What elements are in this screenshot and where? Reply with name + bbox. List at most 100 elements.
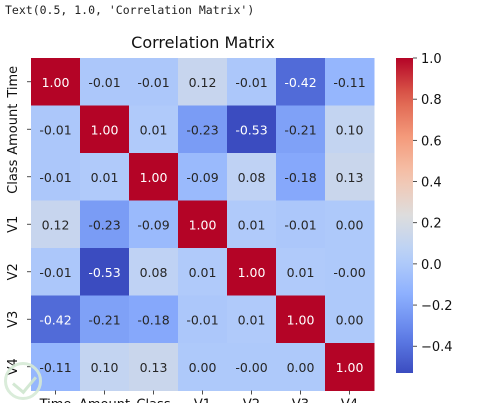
heatmap-cell	[31, 200, 81, 249]
cell-value-label: 1.00	[91, 122, 119, 137]
heatmap-cell	[325, 105, 375, 154]
column-tick-label: V4	[341, 398, 358, 403]
cell-value-label: -0.53	[88, 265, 120, 280]
colorbar-tick-label: 0.8	[421, 93, 442, 108]
column-tick-label: Class	[136, 398, 170, 403]
heatmap-cell	[80, 248, 130, 296]
heatmap-cell	[325, 343, 375, 391]
cell-value-label: 0.12	[42, 217, 70, 232]
cell-value-label: -0.01	[39, 122, 71, 137]
row-tick-label: V2	[6, 263, 21, 280]
cell-value-label: 0.00	[287, 360, 315, 375]
heatmap-cell	[31, 105, 81, 154]
heatmap-cell	[227, 58, 277, 106]
heatmap-cell	[129, 58, 179, 106]
cell-value-label: -0.01	[284, 217, 316, 232]
cell-value-label: 0.08	[238, 170, 266, 185]
column-tick-label: V2	[243, 398, 260, 403]
row-tick-label: Class	[6, 159, 21, 193]
colorbar-tick-label: 0.2	[421, 217, 442, 232]
cell-value-label: -0.42	[284, 75, 316, 90]
cell-value-label: -0.00	[333, 265, 365, 280]
heatmap-cell	[227, 295, 277, 344]
heatmap-cell	[227, 248, 277, 296]
cell-value-label: -0.01	[39, 265, 71, 280]
colorbar	[396, 58, 413, 373]
heatmap-cell	[129, 295, 179, 344]
heatmap-cell	[129, 248, 179, 296]
heatmap-cell	[178, 58, 228, 106]
column-tick-label: V1	[194, 398, 211, 403]
cell-value-label: -0.09	[186, 170, 218, 185]
cell-value-label: -0.01	[39, 170, 71, 185]
heatmap-cell	[80, 58, 130, 106]
cell-value-label: -0.01	[88, 75, 120, 90]
heatmap-cell	[227, 343, 277, 391]
heatmap-cell	[31, 153, 81, 201]
cell-value-label: 0.01	[140, 122, 168, 137]
row-tick-label: V1	[6, 216, 21, 233]
cell-value-label: -0.01	[186, 312, 218, 327]
heatmap-cell	[31, 58, 81, 106]
row-tick-label: Amount	[6, 104, 21, 155]
cell-value-label: 0.01	[238, 217, 266, 232]
heatmap-cell	[276, 105, 326, 154]
cell-value-label: 0.01	[189, 265, 217, 280]
heatmap-cell	[178, 153, 228, 201]
heatmap-cell	[31, 295, 81, 344]
cell-value-label: 0.10	[91, 360, 119, 375]
heatmap-cell	[325, 58, 375, 106]
cell-value-label: 0.13	[336, 170, 364, 185]
heatmap-cell	[31, 248, 81, 296]
row-tick-label: Time	[6, 66, 21, 99]
cell-value-label: 0.01	[238, 312, 266, 327]
heatmap-cell	[129, 343, 179, 391]
heatmap-cell	[178, 200, 228, 249]
colorbar-tick-label: −0.4	[421, 340, 453, 355]
watermark-logo	[4, 362, 42, 400]
cell-value-label: 0.00	[189, 360, 217, 375]
cell-value-label: 0.10	[336, 122, 364, 137]
column-tick-label: Time	[39, 398, 72, 403]
heatmap-cell	[80, 343, 130, 391]
cell-value-label: -0.01	[235, 75, 267, 90]
column-tick-label: V3	[292, 398, 309, 403]
cell-value-label: 0.01	[91, 170, 119, 185]
cell-value-label: -0.11	[39, 360, 71, 375]
heatmap-cell	[325, 248, 375, 296]
colorbar-tick-label: −0.2	[421, 299, 453, 314]
cell-value-label: 0.13	[140, 360, 168, 375]
cell-value-label: 1.00	[238, 265, 266, 280]
colorbar-tick-label: 1.0	[421, 52, 442, 67]
cell-value-label: -0.23	[186, 122, 218, 137]
heatmap-cell	[178, 105, 228, 154]
cell-value-label: -0.21	[284, 122, 316, 137]
heatmap-cell	[227, 200, 277, 249]
heatmap-cell	[276, 248, 326, 296]
chart-title: Correlation Matrix	[131, 33, 275, 52]
heatmap-cell	[276, 58, 326, 106]
heatmap-cell	[80, 200, 130, 249]
heatmap-cell	[178, 295, 228, 344]
colorbar-tick-label: 0.6	[421, 134, 442, 149]
cell-value-label: 0.00	[336, 217, 364, 232]
heatmap-cell	[276, 343, 326, 391]
cell-value-label: -0.42	[39, 312, 71, 327]
heatmap-cell	[227, 153, 277, 201]
cell-value-label: -0.18	[284, 170, 316, 185]
cell-value-label: 0.12	[189, 75, 217, 90]
heatmap-cell	[276, 200, 326, 249]
heatmap-cell	[80, 295, 130, 344]
heatmap-cell	[276, 295, 326, 344]
column-tick-label: Amount	[79, 398, 130, 403]
cell-value-label: 1.00	[189, 217, 217, 232]
cell-value-label: -0.23	[88, 217, 120, 232]
output-text: Text(0.5, 1.0, 'Correlation Matrix')	[5, 3, 255, 17]
cell-value-label: -0.01	[137, 75, 169, 90]
cell-value-label: 1.00	[287, 312, 315, 327]
heatmap-cell	[276, 153, 326, 201]
heatmap-cell	[129, 153, 179, 201]
cell-value-label: 0.01	[287, 265, 315, 280]
cell-value-label: -0.18	[137, 312, 169, 327]
